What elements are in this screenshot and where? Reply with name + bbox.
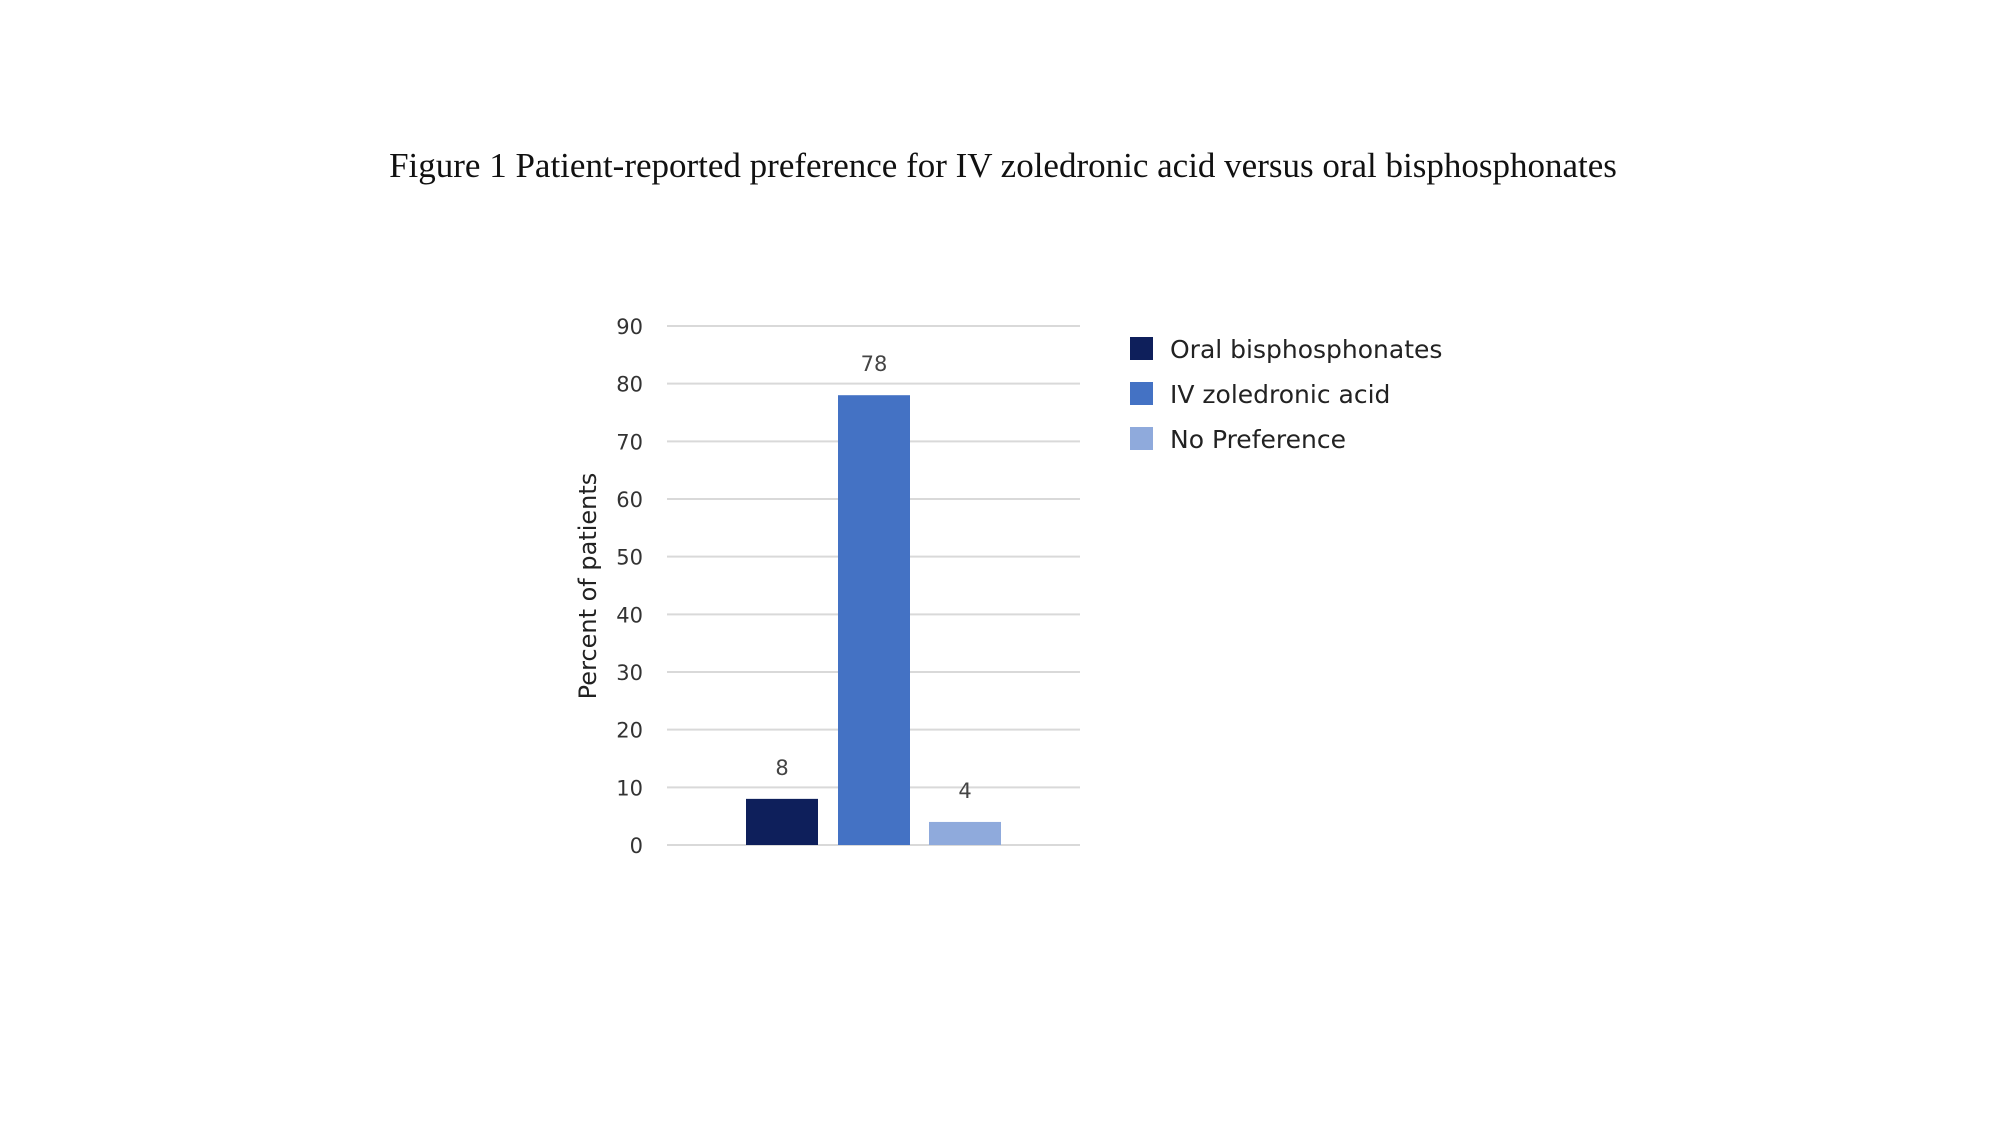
legend-swatch	[1130, 427, 1153, 450]
figure-title: Figure 1 Patient-reported preference for…	[389, 146, 1617, 185]
y-tick-label: 0	[630, 834, 643, 858]
legend-swatch	[1130, 382, 1153, 405]
data-label: 4	[958, 779, 971, 803]
data-label: 78	[861, 352, 888, 376]
y-tick-label: 10	[616, 776, 643, 800]
data-label: 8	[775, 756, 788, 780]
y-tick-label: 90	[616, 315, 643, 339]
y-tick-label: 80	[616, 373, 643, 397]
legend-label: IV zoledronic acid	[1170, 380, 1390, 409]
y-tick-label: 70	[616, 430, 643, 454]
legend-label: No Preference	[1170, 425, 1346, 454]
bar-1	[746, 798, 818, 845]
y-tick-label: 30	[616, 661, 643, 685]
bar-3	[929, 821, 1001, 845]
y-tick-label: 60	[616, 488, 643, 512]
y-tick-label: 50	[616, 546, 643, 570]
legend-label: Oral bisphosphonates	[1170, 335, 1442, 364]
y-tick-label: 20	[616, 719, 643, 743]
y-axis-label: Percent of patients	[574, 473, 602, 700]
bar-2	[838, 395, 910, 845]
legend-swatch	[1130, 337, 1153, 360]
y-tick-label: 40	[616, 603, 643, 627]
